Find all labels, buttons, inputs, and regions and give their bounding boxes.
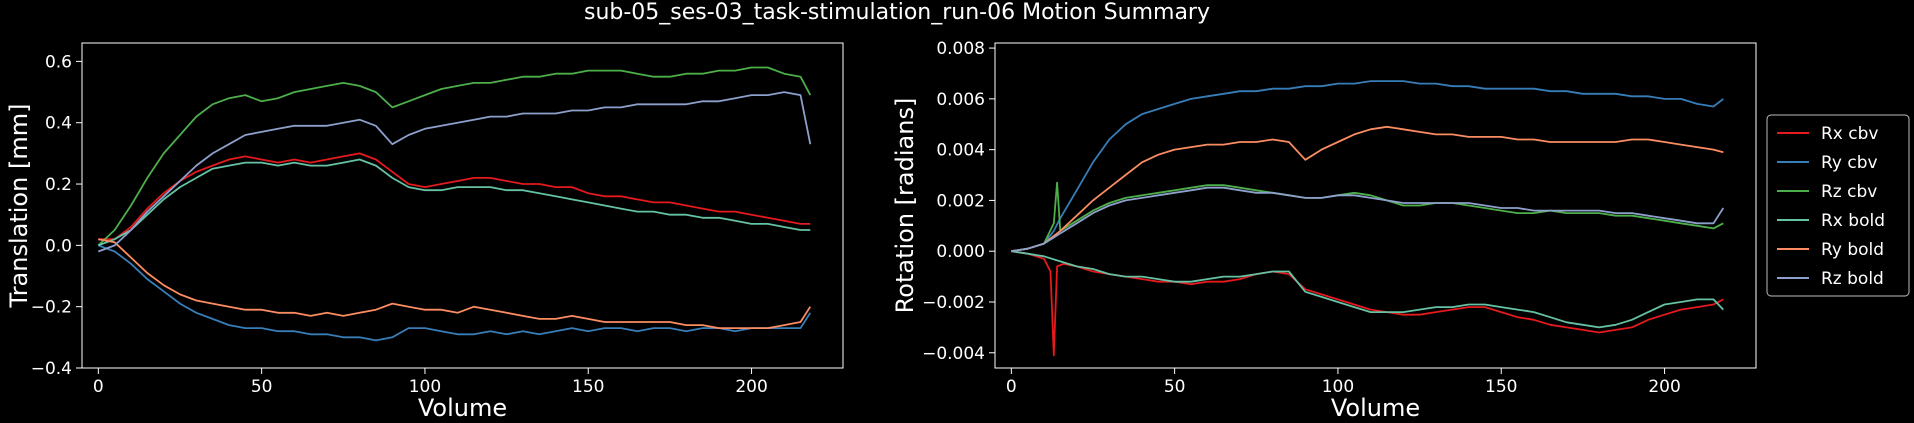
legend-box (1766, 114, 1910, 297)
translation-axes-frame (81, 42, 844, 369)
translation-y-axis-label: Translation [mm] (5, 104, 33, 309)
rotation-ytick-label: −0.002 (922, 293, 985, 313)
translation-xtick-label: 100 (409, 377, 441, 397)
rotation-x-axis-label: Volume (1331, 394, 1420, 422)
rotation-xtick-label: 200 (1648, 377, 1680, 397)
rotation-panel: 0 50 100 150 200 −0.004 −0.002 0.000 0.002 0.004 0… (891, 39, 1757, 422)
rotation-ytick-label: 0.002 (936, 191, 985, 211)
translation-xtick-label: 150 (572, 377, 604, 397)
rotation-xtick-label: 100 (1322, 377, 1354, 397)
rotation-ytick-label: 0.000 (936, 242, 985, 262)
translation-xtick-label: 50 (251, 377, 273, 397)
figure-title: sub-05_ses-03_task-stimulation_run-06 Mo… (584, 0, 1210, 25)
translation-ytick-label: 0.0 (45, 236, 72, 256)
legend-label: Rx cbv (1821, 124, 1878, 144)
rotation-series-rz-bold (1011, 186, 1725, 253)
translation-series-rx-bold (97, 158, 811, 247)
rotation-series-rx-cbv (1011, 250, 1724, 357)
translation-series-rx-cbv (98, 152, 811, 241)
translation-xtick-label: 200 (735, 377, 767, 397)
rotation-xtick-label: 50 (1164, 377, 1186, 397)
translation-ytick-label: −0.4 (31, 359, 72, 379)
translation-series-rz-bold (97, 91, 812, 253)
rotation-series-ry-bold (1011, 125, 1724, 253)
translation-ytick-label: −0.2 (31, 298, 72, 318)
translation-x-axis-label: Volume (418, 394, 507, 422)
legend: Rx cbv Ry cbv Rz cbv Rx bold Ry bold Rz bold (1766, 114, 1910, 297)
translation-ytick-label: 0.4 (45, 114, 72, 134)
rotation-ytick-label: 0.006 (936, 90, 985, 110)
legend-label: Rz bold (1821, 269, 1884, 289)
rotation-axes-frame (994, 42, 1757, 369)
legend-label: Ry cbv (1821, 153, 1878, 173)
rotation-y-axis-label: Rotation [radians] (891, 98, 919, 314)
translation-ytick-label: 0.2 (45, 175, 72, 195)
rotation-series-rz-cbv (1011, 181, 1724, 253)
rotation-xtick-label: 150 (1485, 377, 1517, 397)
legend-label: Ry bold (1821, 240, 1884, 260)
translation-xtick-label: 0 (93, 377, 104, 397)
translation-series-ry-bold (98, 238, 812, 329)
rotation-series-rx-bold (1011, 250, 1724, 329)
legend-label: Rz cbv (1821, 182, 1877, 202)
translation-ytick-label: 0.6 (45, 52, 72, 72)
rotation-xtick-label: 0 (1006, 377, 1017, 397)
translation-series-rz-cbv (97, 66, 812, 247)
translation-series-ry-cbv (97, 244, 812, 342)
legend-label: Rx bold (1821, 211, 1885, 231)
rotation-ytick-label: −0.004 (922, 344, 985, 364)
translation-panel: 0 50 100 150 200 −0.4 −0.2 0.0 0.2 0.4 0.6 Volume Tr… (5, 42, 844, 422)
rotation-ytick-label: 0.004 (936, 141, 985, 161)
rotation-ytick-label: 0.008 (936, 39, 985, 59)
rotation-series-ry-cbv (1011, 80, 1724, 253)
